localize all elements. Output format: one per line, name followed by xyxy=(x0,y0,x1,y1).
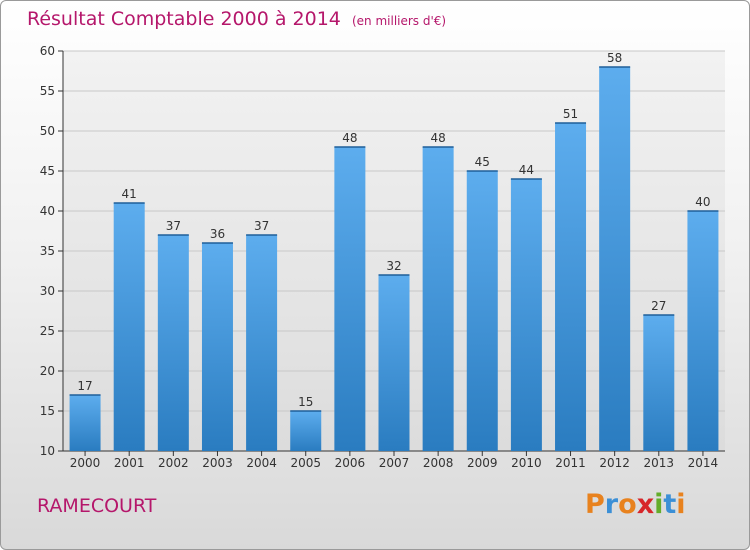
y-tick-label: 45 xyxy=(40,164,55,178)
bar-value-label: 45 xyxy=(475,155,490,169)
bar xyxy=(599,67,631,451)
y-tick-label: 40 xyxy=(40,204,55,218)
proxiti-logo: Proxiti xyxy=(585,489,686,520)
y-tick-label: 30 xyxy=(40,284,55,298)
bar xyxy=(643,315,675,451)
bar-value-label: 51 xyxy=(563,107,578,121)
y-tick-label: 20 xyxy=(40,364,55,378)
bar-value-label: 32 xyxy=(386,259,401,273)
bar-value-label: 17 xyxy=(77,379,92,393)
logo-letter: i xyxy=(654,489,664,520)
bar xyxy=(422,147,454,451)
bar-value-label: 36 xyxy=(210,227,225,241)
bar xyxy=(510,179,542,451)
bar-value-label: 37 xyxy=(254,219,269,233)
x-tick-label: 2003 xyxy=(202,456,233,470)
y-tick-label: 60 xyxy=(40,44,55,58)
bar xyxy=(157,235,189,451)
logo-letter: r xyxy=(604,489,619,520)
bar-value-label: 41 xyxy=(122,187,137,201)
chart-title: Résultat Comptable 2000 à 2014 xyxy=(27,8,341,30)
x-tick-label: 2001 xyxy=(114,456,145,470)
x-tick-label: 2008 xyxy=(423,456,454,470)
y-tick-label: 25 xyxy=(40,324,55,338)
bar xyxy=(113,203,145,451)
x-tick-label: 2009 xyxy=(467,456,498,470)
bar xyxy=(555,123,587,451)
bar-value-label: 58 xyxy=(607,51,622,65)
bar-value-label: 48 xyxy=(342,131,357,145)
x-tick-label: 2011 xyxy=(555,456,586,470)
bar xyxy=(201,243,233,451)
x-tick-label: 2014 xyxy=(688,456,719,470)
x-tick-label: 2004 xyxy=(246,456,277,470)
logo-letter: t xyxy=(663,489,677,520)
x-tick-label: 2006 xyxy=(335,456,366,470)
bar xyxy=(334,147,366,451)
y-tick-label: 50 xyxy=(40,124,55,138)
commune-name: RAMECOURT xyxy=(37,495,157,517)
bar-value-label: 48 xyxy=(430,131,445,145)
logo-letter: o xyxy=(618,489,637,520)
y-tick-label: 35 xyxy=(40,244,55,258)
x-tick-label: 2005 xyxy=(290,456,321,470)
y-tick-label: 55 xyxy=(40,84,55,98)
bar xyxy=(290,411,322,451)
bar-value-label: 40 xyxy=(695,195,710,209)
bar-value-label: 15 xyxy=(298,395,313,409)
bar xyxy=(466,171,498,451)
x-tick-label: 2000 xyxy=(70,456,101,470)
x-tick-label: 2012 xyxy=(599,456,630,470)
logo-letter: x xyxy=(636,489,655,520)
bar-value-label: 27 xyxy=(651,299,666,313)
chart-title-block: Résultat Comptable 2000 à 2014 (en milli… xyxy=(27,8,446,30)
bar xyxy=(246,235,278,451)
x-tick-label: 2013 xyxy=(644,456,675,470)
logo-letter: i xyxy=(676,489,686,520)
y-tick-label: 10 xyxy=(40,444,55,458)
x-tick-label: 2010 xyxy=(511,456,542,470)
bar xyxy=(69,395,101,451)
bar-value-label: 37 xyxy=(166,219,181,233)
x-tick-label: 2007 xyxy=(379,456,410,470)
bar xyxy=(687,211,719,451)
x-tick-label: 2002 xyxy=(158,456,189,470)
y-tick-label: 15 xyxy=(40,404,55,418)
bar xyxy=(378,275,410,451)
bar-value-label: 44 xyxy=(519,163,534,177)
logo-letter: P xyxy=(585,489,605,520)
chart-subtitle: (en milliers d'€) xyxy=(351,14,447,28)
